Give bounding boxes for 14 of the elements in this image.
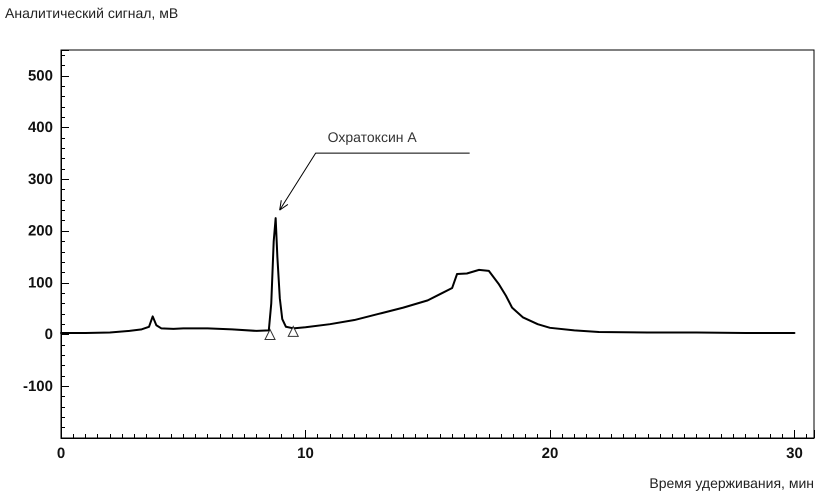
x-tick-label: 10 <box>297 445 314 462</box>
y-tick-label: 100 <box>28 274 53 292</box>
x-tick-label: 30 <box>786 445 803 462</box>
x-tick-label: 20 <box>542 445 558 462</box>
y-tick-label: 500 <box>28 67 53 84</box>
y-axis-title: Аналитический сигнал, мВ <box>5 5 178 21</box>
y-tick-label: 200 <box>28 222 53 240</box>
y-tick-label: 300 <box>28 170 53 188</box>
annotation: Охратоксин А <box>328 129 417 146</box>
x-tick-label: 0 <box>56 445 66 462</box>
x-axis-title: Время удерживания, мин <box>649 475 814 491</box>
y-tick-label: -100 <box>22 378 53 395</box>
y-tick-label: 400 <box>28 119 53 136</box>
y-tick-label: 0 <box>44 326 53 344</box>
